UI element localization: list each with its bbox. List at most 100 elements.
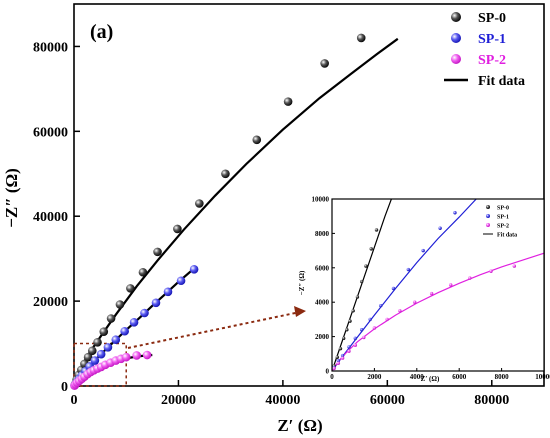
inset-x-axis: 0 2000 4000 6000 8000 10000 <box>330 368 550 381</box>
main-point-sp-2 <box>121 352 131 362</box>
main-y-tick-label: 80000 <box>33 40 68 55</box>
main-point-sp-0 <box>320 59 329 68</box>
inset-fit-lines <box>332 199 544 371</box>
main-point-sp-1 <box>176 276 186 286</box>
inset-y-tick-label: 2000 <box>315 333 330 341</box>
main-data-points <box>70 33 366 390</box>
inset-point-sp-0 <box>364 264 368 268</box>
inset-y-tick-label: 8000 <box>315 230 330 238</box>
inset-plot: 0 2000 4000 6000 8000 10000 0 2000 4000 6000 8000… <box>298 196 550 384</box>
legend-label: Fit data <box>478 74 525 89</box>
inset-point-sp-0 <box>335 355 339 359</box>
inset-point-sp-0 <box>351 309 355 313</box>
legend-marker-sp-0 <box>451 12 461 22</box>
inset-legend-label: SP-1 <box>497 215 509 221</box>
inset-point-sp-2 <box>412 300 417 304</box>
inset-point-sp-2 <box>489 269 493 273</box>
legend-label: SP-0 <box>478 11 506 26</box>
inset-y-tick-label: 6000 <box>315 264 330 272</box>
inset-point-sp-1 <box>368 317 372 322</box>
main-x-tick-label: 20000 <box>161 393 196 408</box>
inset-fit-line-sp-1 <box>332 199 477 371</box>
inset-point-sp-2 <box>362 335 366 340</box>
main-point-sp-1 <box>163 287 173 297</box>
inset-plot-background <box>332 199 544 371</box>
main-y-tick-label: 40000 <box>33 210 68 225</box>
inset-point-sp-2 <box>340 356 345 360</box>
inset-point-sp-2 <box>336 361 341 365</box>
legend-marker-sp-1 <box>451 33 461 43</box>
inset-point-sp-2 <box>512 264 517 268</box>
inset-point-sp-0 <box>355 295 360 299</box>
zoom-arrow-head <box>294 306 306 317</box>
main-point-sp-0 <box>173 224 182 234</box>
inset-point-sp-0 <box>374 228 379 232</box>
inset-point-sp-0 <box>341 336 346 341</box>
main-y-tick-label: 0 <box>61 380 68 395</box>
inset-point-sp-2 <box>449 283 453 287</box>
main-point-sp-1 <box>111 335 121 345</box>
main-x-tick-label: 80000 <box>474 393 509 408</box>
main-point-sp-1 <box>151 298 161 308</box>
inset-x-tick-label: 6000 <box>452 373 467 381</box>
main-point-sp-0 <box>115 300 125 309</box>
inset-point-sp-1 <box>359 328 364 332</box>
inset-point-sp-1 <box>353 336 358 341</box>
inset-point-sp-2 <box>347 349 351 353</box>
main-y-axis-label: −Z″ (Ω) <box>2 168 21 228</box>
inset-x-tick-label: 2000 <box>367 373 382 381</box>
main-x-tick-label: 40000 <box>265 393 300 408</box>
inset-legend-marker-sp-0 <box>486 205 490 209</box>
main-point-sp-0 <box>138 267 148 277</box>
inset-point-sp-2 <box>385 317 389 322</box>
main-point-sp-0 <box>283 97 293 106</box>
main-point-sp-1 <box>129 318 139 327</box>
main-y-tick-label: 20000 <box>33 295 68 310</box>
legend-label: SP-1 <box>478 32 506 47</box>
main-point-sp-0 <box>126 284 135 293</box>
inset-point-sp-1 <box>336 358 341 363</box>
legend-label: SP-2 <box>478 53 506 68</box>
inset-legend-label: Fit data <box>497 233 517 239</box>
main-point-sp-1 <box>103 343 113 352</box>
main-point-sp-0 <box>93 337 102 347</box>
inset-x-tick-label: 8000 <box>495 373 510 381</box>
inset-plot-frame <box>331 198 545 372</box>
main-point-sp-1 <box>90 356 100 365</box>
main-x-axis-label: Z′ (Ω) <box>277 416 322 435</box>
inset-point-sp-1 <box>340 353 345 358</box>
inset-data-points <box>332 211 517 371</box>
main-point-sp-0 <box>356 33 366 43</box>
inset-y-tick-label: 4000 <box>315 299 330 307</box>
main-point-sp-1 <box>140 308 149 318</box>
inset-fit-line-sp-0 <box>332 199 392 371</box>
inset-point-sp-1 <box>421 248 425 253</box>
inset-x-tick-label: 4000 <box>410 373 425 381</box>
inset-legend-marker-sp-1 <box>486 214 490 218</box>
inset-point-sp-2 <box>429 291 434 296</box>
main-x-tick-label: 60000 <box>370 393 405 408</box>
legend-marker-sp-2 <box>451 54 461 64</box>
main-point-sp-1 <box>120 326 129 336</box>
inset-point-sp-2 <box>468 276 472 280</box>
inset-legend-label: SP-0 <box>497 206 509 212</box>
main-x-tick-label: 0 <box>71 393 78 408</box>
main-point-sp-0 <box>83 352 93 362</box>
inset-point-sp-1 <box>347 345 351 349</box>
main-point-sp-2 <box>132 351 141 360</box>
main-point-sp-0 <box>221 169 230 179</box>
inset-point-sp-1 <box>438 226 442 230</box>
main-x-axis: 0 20000 40000 60000 80000 <box>71 380 509 408</box>
inset-point-sp-0 <box>345 328 349 332</box>
main-legend: SP-0 SP-1 SP-2 Fit data <box>444 11 525 89</box>
inset-point-sp-0 <box>338 346 343 351</box>
main-plot-frame <box>73 3 545 387</box>
panel-label: (a) <box>90 21 113 43</box>
main-point-sp-0 <box>153 247 162 257</box>
main-point-sp-0 <box>99 327 109 336</box>
inset-legend: SP-0 SP-1 SP-2 Fit data <box>483 205 517 239</box>
inset-point-sp-0 <box>369 247 373 251</box>
inset-point-sp-0 <box>359 279 364 284</box>
